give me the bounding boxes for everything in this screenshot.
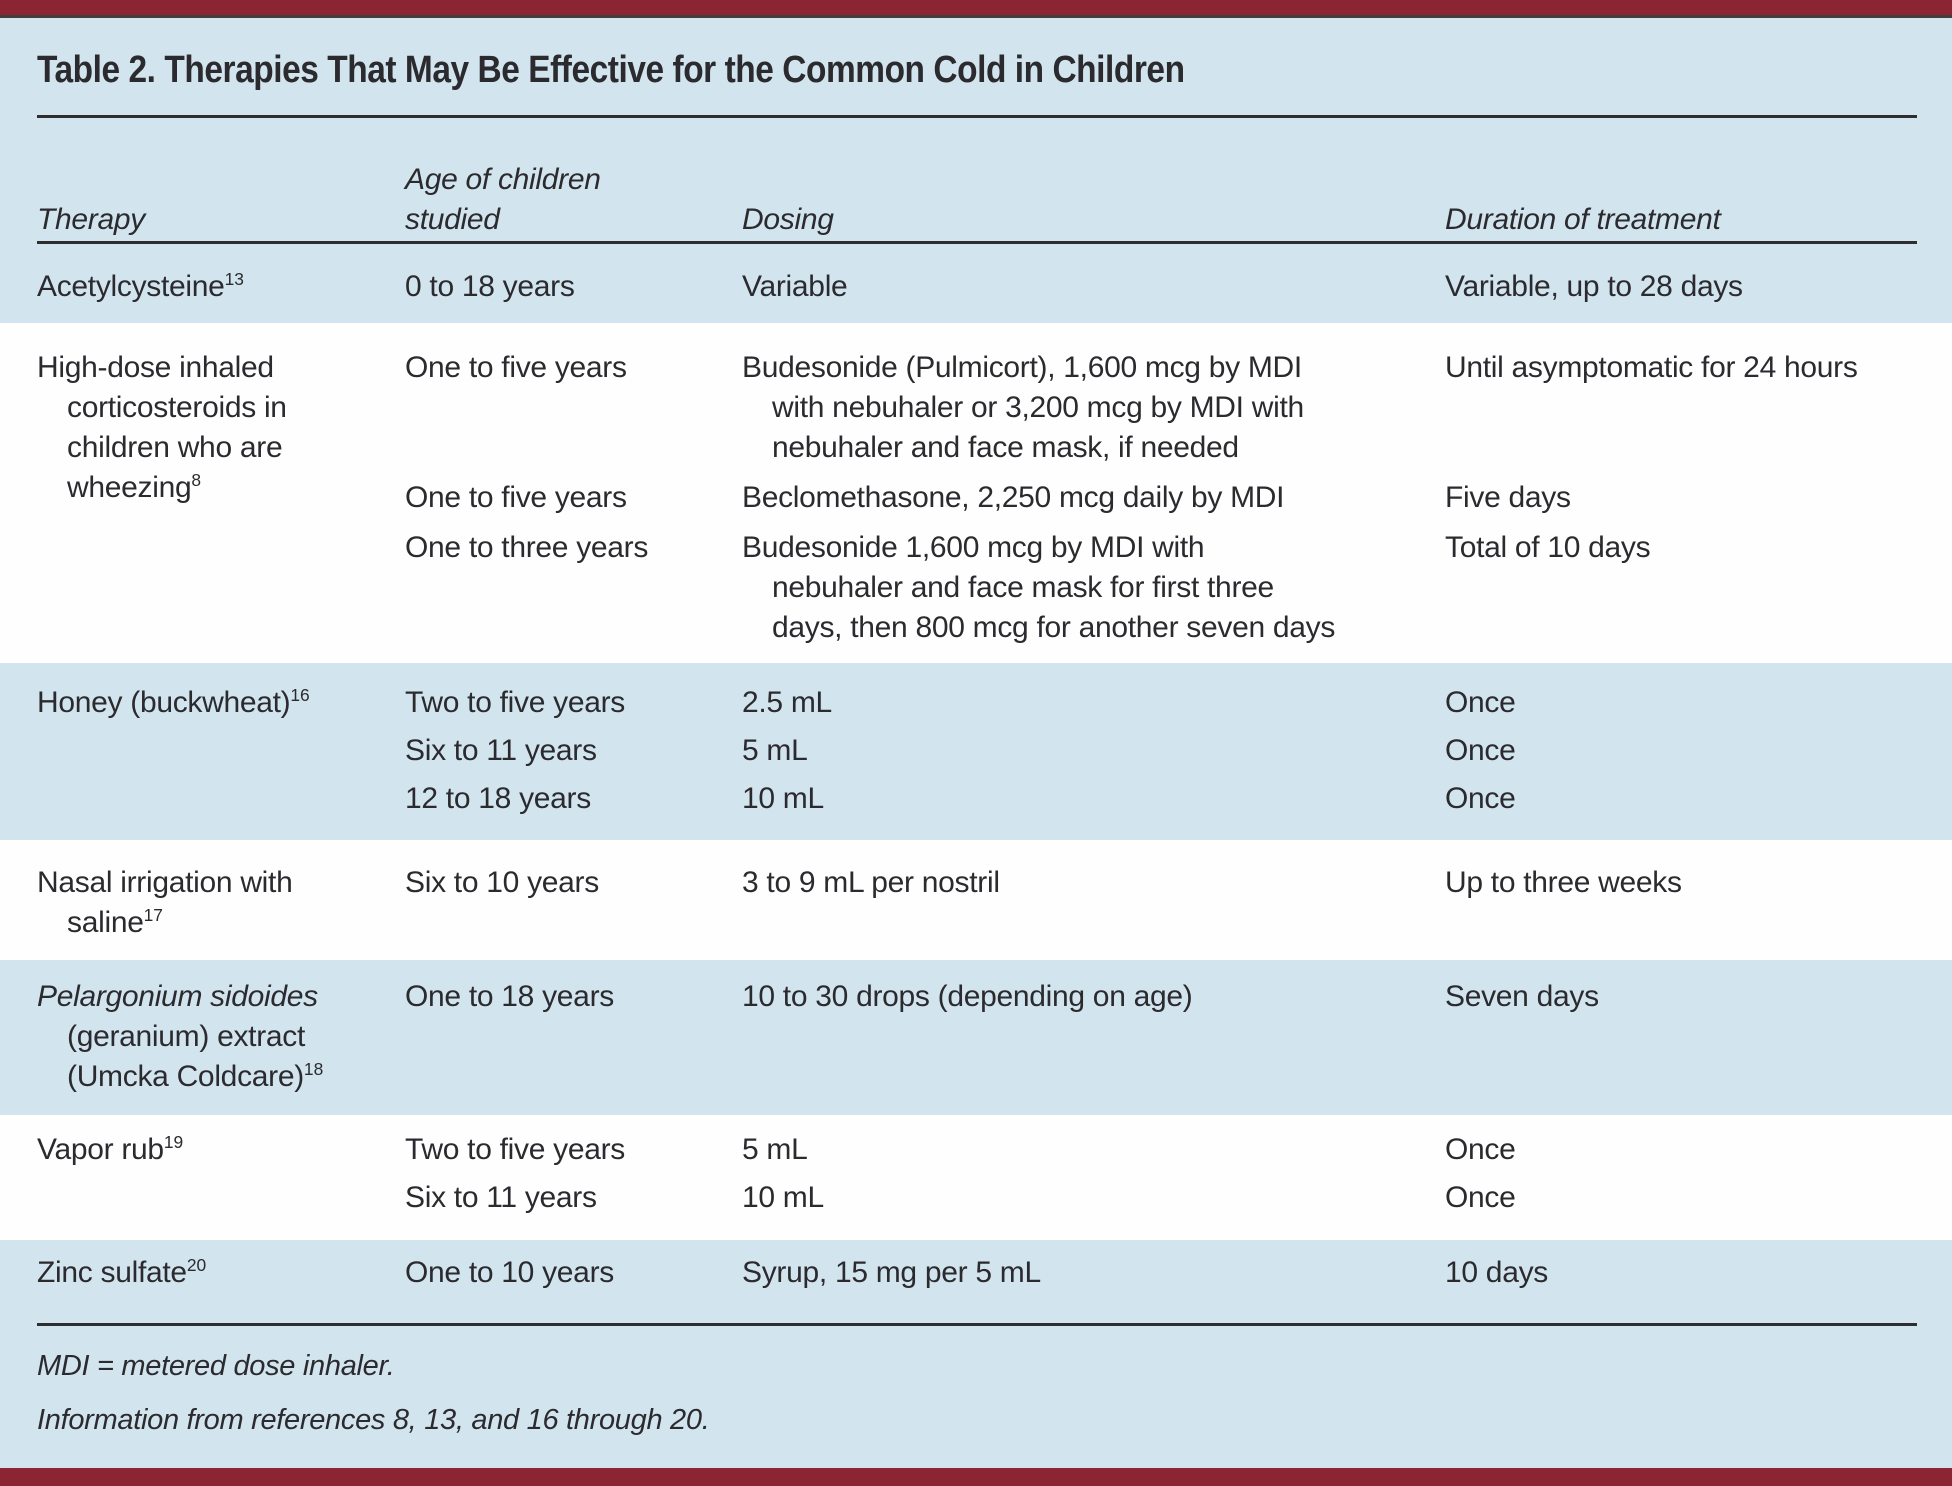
duration-cell: Until asymptomatic for 24 hours: [1445, 351, 1858, 384]
reference-superscript: 17: [143, 905, 163, 925]
footnote-source: Information from references 8, 13, and 1…: [37, 1404, 710, 1436]
duration-cell: Once: [1445, 734, 1516, 767]
duration-cell: Seven days: [1445, 980, 1599, 1013]
duration-cell: 10 days: [1445, 1256, 1548, 1289]
column-header-age: Age of children studied: [405, 163, 601, 236]
bottom-border-bar: [0, 1468, 1952, 1486]
footnote-area: MDI = metered dose inhaler. Information …: [0, 1346, 1952, 1440]
table-row: Nasal irrigation with saline17 Six to 10…: [0, 840, 1952, 960]
row-entry: 12 to 18 years 10 mL Once: [405, 779, 1952, 819]
duration-cell: Once: [1445, 686, 1516, 719]
dosing-cell: Variable: [742, 270, 848, 303]
dosing-cell: 5 mL: [742, 734, 808, 767]
reference-superscript: 20: [186, 1255, 207, 1275]
therapy-name-text: Honey (buckwheat): [37, 686, 291, 719]
dosing-cell: 5 mL: [742, 1133, 808, 1166]
therapy-name-italic: Pelargonium sidoides: [37, 980, 318, 1013]
therapy-name-text: Vapor rub: [37, 1133, 164, 1166]
therapy-name: Honey (buckwheat)16: [37, 683, 405, 819]
dosing-cell: 10 mL: [742, 782, 824, 815]
therapy-name: Nasal irrigation with saline17: [37, 863, 405, 943]
column-header-dosing: Dosing: [742, 203, 834, 236]
table-row: High-dose inhaled corticosteroids in chi…: [0, 323, 1952, 663]
therapy-name: Acetylcysteine13: [37, 267, 405, 307]
table-row: Acetylcysteine13 0 to 18 years Variable …: [0, 244, 1952, 323]
column-header-therapy: Therapy: [37, 203, 145, 236]
reference-superscript: 16: [290, 685, 310, 705]
row-entry: One to five years Budesonide (Pulmicort)…: [405, 348, 1952, 468]
reference-superscript: 13: [224, 269, 244, 289]
dosing-cell: Beclomethasone, 2,250 mcg daily by MDI: [742, 481, 1285, 514]
row-entry: Six to 10 years 3 to 9 mL per nostril Up…: [405, 863, 1952, 903]
duration-cell: Once: [1445, 1133, 1516, 1166]
therapy-name-text: High-dose inhaled corticosteroids in chi…: [37, 351, 287, 504]
therapy-name-text: Acetylcysteine: [37, 270, 225, 303]
dosing-cell: 10 to 30 drops (depending on age): [742, 980, 1193, 1013]
age-cell: Two to five years: [405, 686, 625, 719]
table-row: Zinc sulfate20 One to 10 years Syrup, 15…: [0, 1240, 1952, 1323]
duration-cell: Once: [1445, 1181, 1516, 1214]
dosing-cell: Budesonide (Pulmicort), 1,600 mcg by MDI…: [742, 351, 1304, 464]
duration-cell: Variable, up to 28 days: [1445, 270, 1743, 303]
age-cell: Six to 10 years: [405, 866, 599, 899]
age-cell: One to three years: [405, 531, 649, 564]
age-cell: One to 10 years: [405, 1256, 614, 1289]
footnote-abbreviation: MDI = metered dose inhaler.: [37, 1350, 395, 1382]
row-entry: Two to five years 2.5 mL Once: [405, 683, 1952, 723]
age-cell: One to five years: [405, 481, 627, 514]
reference-superscript: 19: [163, 1132, 184, 1152]
row-entry: One to 18 years 10 to 30 drops (dependin…: [405, 977, 1952, 1017]
therapy-name-text: Zinc sulfate: [37, 1256, 187, 1289]
age-cell: One to five years: [405, 351, 627, 384]
row-entry: One to 10 years Syrup, 15 mg per 5 mL 10…: [405, 1253, 1952, 1293]
dosing-cell: Budesonide 1,600 mcg by MDI with nebuhal…: [742, 531, 1336, 644]
column-header-duration: Duration of treatment: [1445, 203, 1721, 236]
table-title: Table 2. Therapies That May Be Effective…: [37, 49, 1185, 91]
table-row: Honey (buckwheat)16 Two to five years 2.…: [0, 663, 1952, 840]
age-cell: Two to five years: [405, 1133, 625, 1166]
column-header-row: Therapy Age of children studied Dosing D…: [0, 118, 1952, 241]
table-row: Vapor rub19 Two to five years 5 mL Once …: [0, 1115, 1952, 1240]
row-entry: Six to 11 years 10 mL Once: [405, 1178, 1952, 1218]
top-border-bar: [0, 0, 1952, 18]
row-entry: One to five years Beclomethasone, 2,250 …: [405, 478, 1952, 518]
therapy-name-text: Nasal irrigation with saline: [37, 866, 293, 939]
age-cell: Six to 11 years: [405, 1181, 597, 1214]
divider-header: [37, 241, 1917, 244]
row-entry: One to three years Budesonide 1,600 mcg …: [405, 528, 1952, 648]
dosing-cell: Syrup, 15 mg per 5 mL: [742, 1256, 1041, 1289]
title-area: Table 2. Therapies That May Be Effective…: [0, 18, 1952, 93]
therapy-name: High-dose inhaled corticosteroids in chi…: [37, 348, 405, 648]
therapy-name: Vapor rub19: [37, 1130, 405, 1218]
therapy-name: Pelargonium sidoides (geranium) extract …: [37, 977, 405, 1097]
duration-cell: Total of 10 days: [1445, 531, 1651, 564]
reference-superscript: 8: [191, 470, 202, 490]
table-row: Pelargonium sidoides (geranium) extract …: [0, 960, 1952, 1115]
age-cell: Six to 11 years: [405, 734, 597, 767]
reference-superscript: 18: [303, 1059, 324, 1079]
duration-cell: Once: [1445, 782, 1516, 815]
divider-top: [37, 115, 1917, 118]
age-cell: 0 to 18 years: [405, 270, 575, 303]
duration-cell: Up to three weeks: [1445, 866, 1682, 899]
dosing-cell: 10 mL: [742, 1181, 824, 1214]
row-entry: 0 to 18 years Variable Variable, up to 2…: [405, 267, 1952, 307]
therapy-name-text: (geranium) extract (Umcka Coldcare): [67, 1020, 306, 1093]
therapy-name: Zinc sulfate20: [37, 1253, 405, 1293]
dosing-cell: 3 to 9 mL per nostril: [742, 866, 1000, 899]
row-entry: Six to 11 years 5 mL Once: [405, 731, 1952, 771]
age-cell: One to 18 years: [405, 980, 614, 1013]
divider-footer: [37, 1323, 1917, 1326]
row-entry: Two to five years 5 mL Once: [405, 1130, 1952, 1170]
age-cell: 12 to 18 years: [405, 782, 591, 815]
duration-cell: Five days: [1445, 481, 1571, 514]
dosing-cell: 2.5 mL: [742, 686, 832, 719]
